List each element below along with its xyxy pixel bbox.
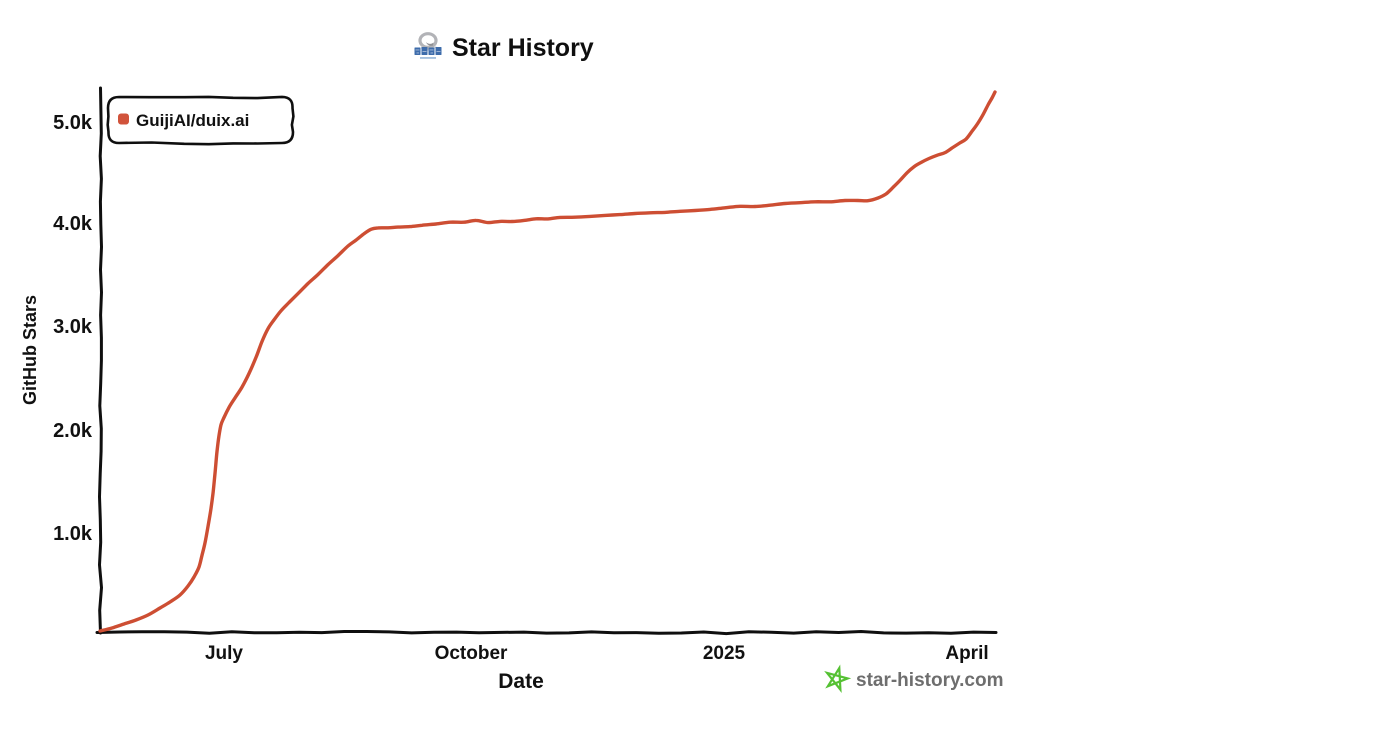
svg-text:GuijiAI/duix.ai: GuijiAI/duix.ai — [136, 111, 249, 130]
svg-text:2025: 2025 — [703, 643, 746, 664]
svg-text:1.0k: 1.0k — [53, 523, 93, 545]
svg-text:Date: Date — [498, 670, 544, 693]
svg-text:GitHub Stars: GitHub Stars — [20, 295, 40, 405]
svg-text:October: October — [435, 643, 508, 664]
svg-text:4.0k: 4.0k — [53, 213, 93, 235]
svg-text:2.0k: 2.0k — [53, 420, 93, 442]
svg-text:April: April — [945, 643, 988, 664]
svg-text:5.0k: 5.0k — [53, 112, 93, 134]
svg-text:star-history.com: star-history.com — [856, 670, 1003, 691]
svg-text:3.0k: 3.0k — [53, 316, 93, 338]
svg-text:July: July — [205, 643, 243, 664]
svg-text:Star History: Star History — [452, 34, 594, 62]
